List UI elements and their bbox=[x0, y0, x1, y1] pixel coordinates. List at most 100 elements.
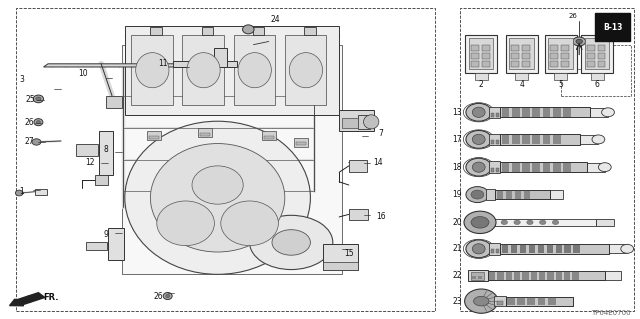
Ellipse shape bbox=[465, 289, 498, 313]
Bar bbox=[323, 244, 358, 270]
Polygon shape bbox=[44, 64, 186, 67]
Bar bbox=[496, 113, 499, 117]
Bar bbox=[349, 209, 368, 220]
Bar bbox=[471, 61, 479, 67]
Bar bbox=[468, 270, 488, 281]
Bar bbox=[548, 38, 573, 69]
Bar bbox=[511, 61, 519, 67]
Bar bbox=[491, 140, 494, 144]
Bar bbox=[532, 108, 540, 117]
Ellipse shape bbox=[34, 119, 43, 126]
Bar bbox=[500, 244, 609, 254]
Bar bbox=[522, 45, 530, 51]
Bar bbox=[182, 35, 224, 105]
Ellipse shape bbox=[221, 201, 278, 246]
Bar bbox=[496, 249, 499, 253]
Bar bbox=[150, 27, 162, 35]
Bar bbox=[214, 48, 227, 67]
Bar bbox=[564, 271, 570, 280]
Bar bbox=[472, 276, 476, 279]
Bar bbox=[596, 219, 614, 226]
Bar bbox=[500, 162, 587, 172]
Bar bbox=[553, 163, 561, 172]
Bar bbox=[198, 128, 212, 137]
Bar bbox=[502, 135, 509, 144]
Bar bbox=[550, 45, 558, 51]
Bar bbox=[506, 297, 573, 306]
Bar bbox=[512, 108, 520, 117]
Text: 4: 4 bbox=[519, 80, 524, 89]
Bar bbox=[561, 45, 569, 51]
Text: 25: 25 bbox=[26, 95, 35, 104]
Ellipse shape bbox=[464, 211, 496, 234]
Ellipse shape bbox=[514, 220, 520, 225]
Bar bbox=[76, 144, 98, 156]
Ellipse shape bbox=[187, 53, 220, 88]
Ellipse shape bbox=[150, 144, 285, 252]
Ellipse shape bbox=[472, 134, 485, 145]
Bar bbox=[86, 242, 107, 250]
Bar bbox=[587, 61, 595, 67]
Bar bbox=[550, 190, 563, 199]
Text: 11: 11 bbox=[159, 59, 168, 68]
Bar bbox=[496, 168, 499, 172]
Bar bbox=[564, 244, 571, 253]
Bar bbox=[482, 45, 490, 51]
Bar bbox=[500, 107, 590, 117]
Text: 24: 24 bbox=[270, 15, 280, 24]
Bar bbox=[517, 297, 525, 305]
Bar bbox=[587, 53, 595, 59]
Bar bbox=[95, 175, 108, 185]
Bar bbox=[580, 135, 598, 144]
Ellipse shape bbox=[527, 220, 533, 225]
Bar bbox=[548, 297, 556, 305]
Bar bbox=[35, 189, 47, 195]
Bar bbox=[173, 61, 237, 67]
Bar bbox=[469, 38, 493, 69]
Bar bbox=[522, 135, 530, 144]
Ellipse shape bbox=[33, 95, 44, 103]
Bar bbox=[500, 134, 580, 145]
Bar bbox=[342, 118, 358, 128]
Bar bbox=[532, 163, 540, 172]
Bar bbox=[507, 297, 515, 305]
Bar bbox=[553, 135, 561, 144]
Bar bbox=[547, 244, 553, 253]
Text: 26: 26 bbox=[154, 292, 164, 300]
Bar bbox=[491, 168, 494, 172]
Bar bbox=[522, 61, 530, 67]
Bar bbox=[491, 113, 494, 117]
Bar bbox=[550, 61, 558, 67]
Bar bbox=[502, 163, 509, 172]
Bar bbox=[539, 271, 545, 280]
Text: 5: 5 bbox=[558, 80, 563, 89]
Ellipse shape bbox=[157, 201, 214, 246]
Bar bbox=[527, 297, 535, 305]
Bar bbox=[131, 35, 173, 105]
Ellipse shape bbox=[540, 220, 546, 225]
Bar bbox=[99, 131, 113, 175]
Text: 17: 17 bbox=[452, 135, 462, 144]
Ellipse shape bbox=[32, 139, 41, 145]
Bar bbox=[497, 301, 503, 305]
Ellipse shape bbox=[466, 240, 492, 258]
Bar bbox=[358, 115, 370, 129]
Text: 3: 3 bbox=[19, 75, 24, 84]
Bar bbox=[543, 163, 550, 172]
Bar bbox=[511, 244, 517, 253]
Bar bbox=[202, 27, 213, 35]
Text: 19: 19 bbox=[452, 190, 462, 199]
Bar bbox=[500, 134, 580, 145]
Ellipse shape bbox=[621, 244, 634, 253]
Text: 16: 16 bbox=[376, 212, 386, 221]
Ellipse shape bbox=[466, 130, 492, 148]
Ellipse shape bbox=[125, 121, 310, 274]
Ellipse shape bbox=[364, 115, 379, 129]
Bar bbox=[349, 160, 367, 172]
FancyArrow shape bbox=[10, 293, 45, 306]
Bar bbox=[522, 163, 530, 172]
Ellipse shape bbox=[250, 215, 333, 270]
Bar bbox=[106, 96, 122, 108]
Text: 20: 20 bbox=[452, 218, 462, 227]
Bar bbox=[556, 271, 562, 280]
